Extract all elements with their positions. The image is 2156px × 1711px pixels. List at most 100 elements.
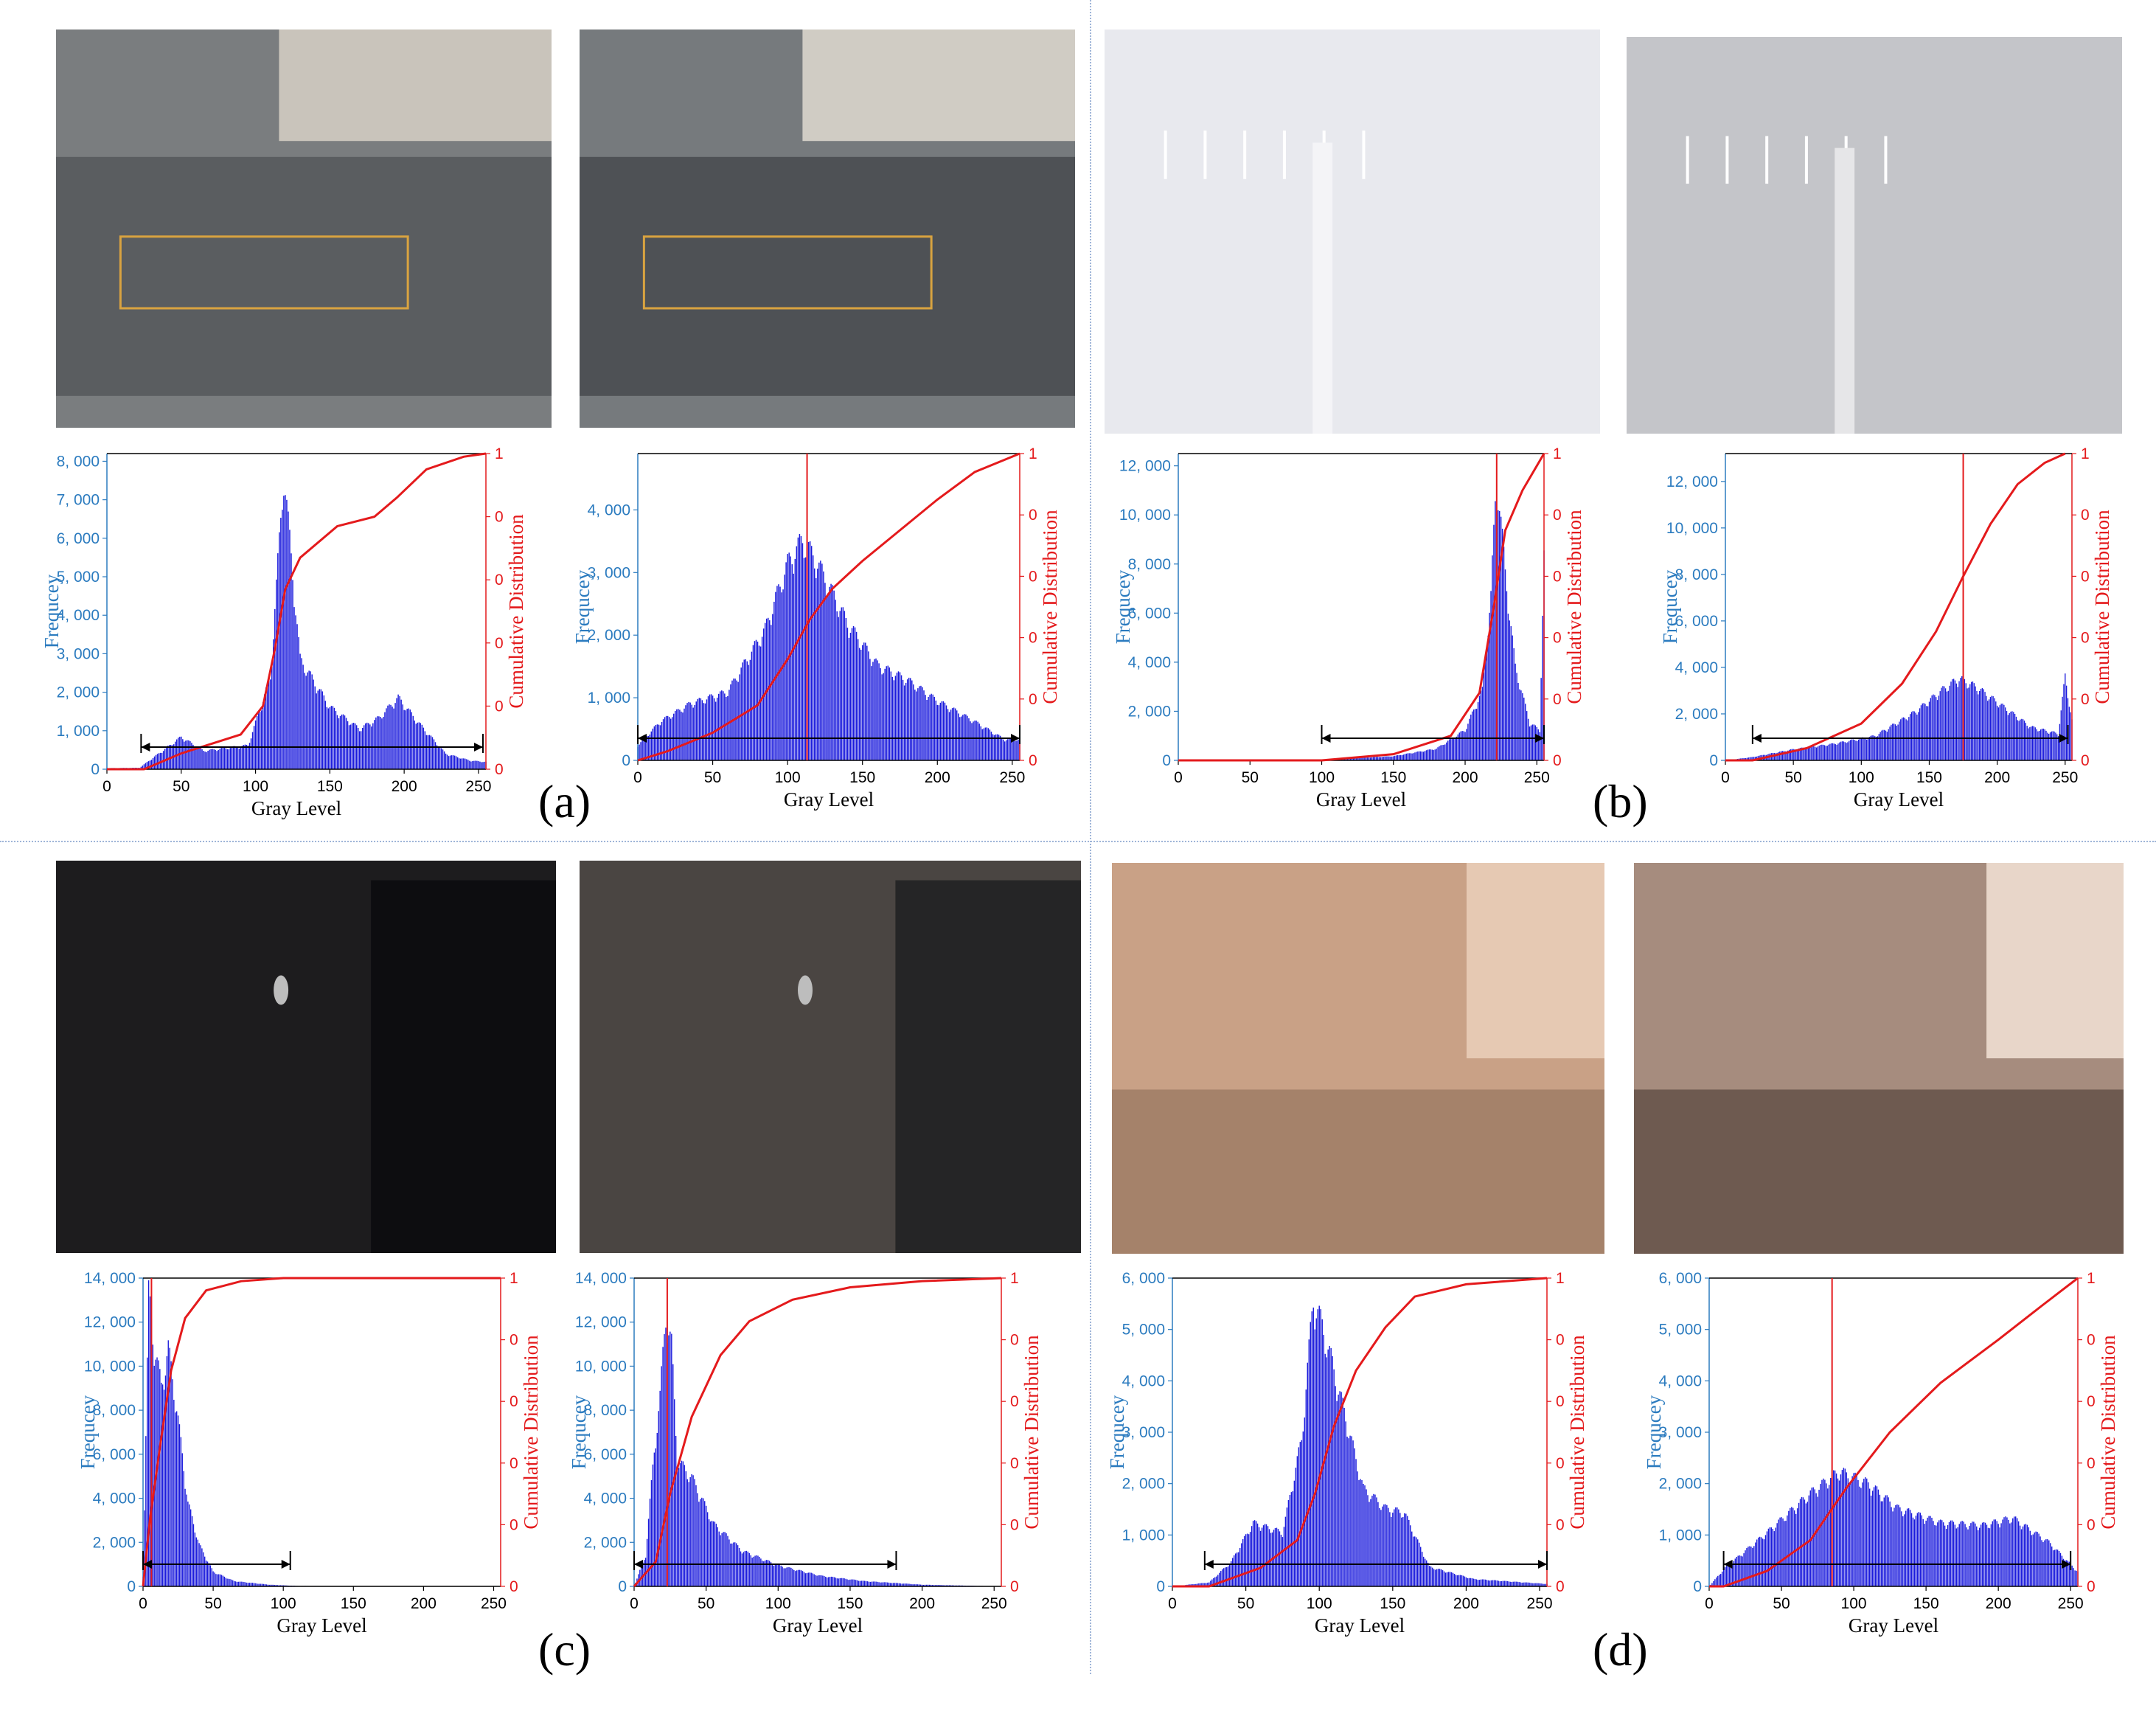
histogram-bar xyxy=(720,1535,721,1586)
histogram-bar xyxy=(170,1361,172,1586)
histogram-bar xyxy=(195,1537,197,1586)
histogram-bar xyxy=(2012,1518,2014,1586)
histogram-bar xyxy=(1222,1569,1223,1586)
histogram-bar xyxy=(274,1584,276,1586)
histogram-bar xyxy=(1425,1560,1428,1586)
histogram-bar xyxy=(1374,1494,1376,1586)
histogram-bar xyxy=(917,688,919,760)
histogram-bar xyxy=(786,1567,787,1586)
histogram-bar xyxy=(765,1560,768,1586)
histogram-bar xyxy=(717,693,720,760)
histogram-bar xyxy=(1863,738,1865,760)
histogram-bar xyxy=(1527,718,1529,760)
histogram-bar xyxy=(1425,750,1428,760)
histogram-bar xyxy=(1499,510,1500,760)
histogram-bar xyxy=(1428,1566,1430,1586)
histogram-bar xyxy=(2025,1524,2027,1586)
histogram-bar xyxy=(1010,738,1012,760)
histogram-bar xyxy=(1801,1496,1803,1586)
histogram-bar xyxy=(816,1575,818,1586)
histogram-bar xyxy=(868,651,869,760)
histogram-bar xyxy=(691,1474,692,1586)
y2-tick-label: 0 xyxy=(2081,507,2090,524)
histogram-bar xyxy=(1874,1485,1877,1586)
histogram-bar xyxy=(992,734,994,760)
histogram-bar xyxy=(947,1585,949,1586)
histogram-bar xyxy=(1503,546,1505,760)
aerial-photo xyxy=(1627,37,2122,434)
histogram-bar xyxy=(698,1502,700,1586)
photo-canvas xyxy=(1627,37,2122,434)
histogram-bar xyxy=(1787,750,1789,760)
histogram-bar xyxy=(240,747,242,769)
histogram-bar xyxy=(1764,1535,1767,1586)
histogram-bar xyxy=(1398,1509,1399,1586)
histogram-bar xyxy=(1907,720,1908,760)
photo-canvas xyxy=(1112,863,1604,1254)
histogram-bar xyxy=(1947,690,1949,760)
histogram-bar xyxy=(1806,748,1808,760)
histogram-bar xyxy=(1835,1473,1837,1586)
histogram-bar xyxy=(1894,724,1896,760)
histogram-bar xyxy=(1973,683,1975,760)
histogram-bar xyxy=(712,695,714,760)
histogram-bar xyxy=(1883,1497,1885,1586)
histogram-bar xyxy=(704,703,706,760)
histogram-bar xyxy=(1493,524,1495,760)
histogram-bar xyxy=(2006,1517,2008,1586)
histogram-bar xyxy=(397,694,399,769)
road-surface xyxy=(580,156,1075,396)
histogram-bar xyxy=(863,642,865,760)
histogram-bar xyxy=(1945,1529,1947,1586)
cdf-curve xyxy=(1172,1277,1548,1588)
histogram-bar xyxy=(845,1578,846,1586)
histogram-bar xyxy=(1720,1574,1722,1586)
histogram-bar xyxy=(201,749,203,769)
histogram-bar xyxy=(1391,756,1393,760)
histogram-bar xyxy=(173,1400,175,1586)
histogram-bar xyxy=(159,1369,161,1586)
histogram-bar xyxy=(1821,744,1823,760)
histogram-bar xyxy=(1897,724,1899,760)
histogram-bar xyxy=(1284,1516,1287,1586)
road-divider xyxy=(1312,142,1333,434)
histogram-bar xyxy=(1844,742,1846,760)
histogram-bar xyxy=(1902,1516,1904,1586)
histogram-bar xyxy=(243,1582,245,1586)
histogram-bar xyxy=(911,1584,913,1586)
histogram-bar xyxy=(232,746,234,769)
x-tick-label: 0 xyxy=(633,769,642,786)
histogram-bar xyxy=(1745,757,1747,760)
histogram-bar xyxy=(948,712,950,760)
histogram-bar xyxy=(684,1465,686,1586)
histogram-bar xyxy=(1513,648,1515,760)
histogram-bar xyxy=(1938,1520,1940,1586)
histogram-bar xyxy=(727,1535,728,1586)
histogram-bar xyxy=(377,716,378,769)
histogram-bar xyxy=(342,714,344,769)
histogram-bar xyxy=(473,760,475,769)
histogram-bar xyxy=(2041,1540,2042,1586)
histogram-bar xyxy=(2037,731,2039,760)
histogram-bar xyxy=(203,751,204,769)
histogram-bar xyxy=(1830,1478,1832,1586)
histogram-bar xyxy=(187,1502,189,1586)
histogram-bar xyxy=(145,1436,147,1586)
histogram-bar xyxy=(694,1479,695,1586)
histogram-bar xyxy=(818,562,820,760)
histogram-bar xyxy=(1016,740,1018,760)
histogram-bar xyxy=(911,680,913,760)
histogram-bar xyxy=(330,706,333,769)
histogram-bar xyxy=(1293,1480,1296,1586)
x-tick-label: 200 xyxy=(925,769,950,786)
histogram-bar xyxy=(740,1551,742,1586)
histogram-bar xyxy=(1367,1495,1369,1586)
histogram-bar xyxy=(1484,660,1486,760)
histogram-bar xyxy=(1906,1508,1908,1586)
y-axis-label: Frequcey xyxy=(1106,1395,1128,1469)
histogram-bar xyxy=(833,590,835,760)
histogram-bar xyxy=(1500,1580,1502,1586)
histogram-bar xyxy=(801,543,804,760)
histogram-bar xyxy=(420,723,422,769)
